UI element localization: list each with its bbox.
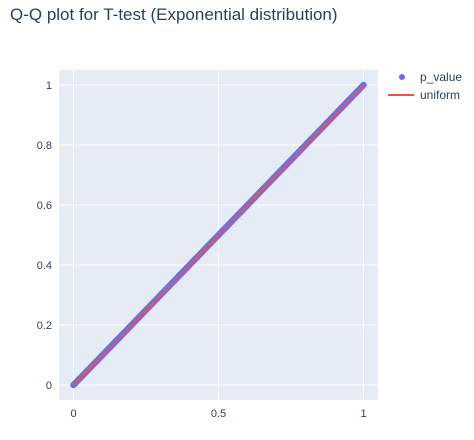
y-tick-label: 1 [46, 80, 52, 92]
line-uniform[interactable] [72, 84, 365, 386]
x-tick-label: 1 [360, 408, 366, 420]
y-tick-label: 0 [46, 380, 52, 392]
x-tick-label: 0 [70, 408, 76, 420]
legend: p_value uniform [388, 70, 462, 102]
legend-item-uniform[interactable]: uniform [388, 88, 460, 102]
y-tick-label: 0.4 [37, 260, 52, 272]
y-tick-label: 0.8 [37, 140, 52, 152]
chart-title: Q-Q plot for T-test (Exponential distrib… [10, 5, 338, 24]
grid-lines [59, 70, 378, 400]
legend-marker-p-value [399, 74, 405, 80]
legend-label-uniform: uniform [420, 88, 460, 102]
legend-label-p-value: p_value [420, 70, 462, 84]
series-layer [70, 81, 367, 389]
x-tick-label: 0.5 [211, 408, 226, 420]
legend-item-p-value[interactable]: p_value [399, 70, 462, 84]
y-tick-label: 0.6 [37, 200, 52, 212]
y-tick-label: 0.2 [37, 320, 52, 332]
tick-labels: 0 0.5 1 0 0.2 0.4 0.6 0.8 1 [37, 80, 367, 420]
